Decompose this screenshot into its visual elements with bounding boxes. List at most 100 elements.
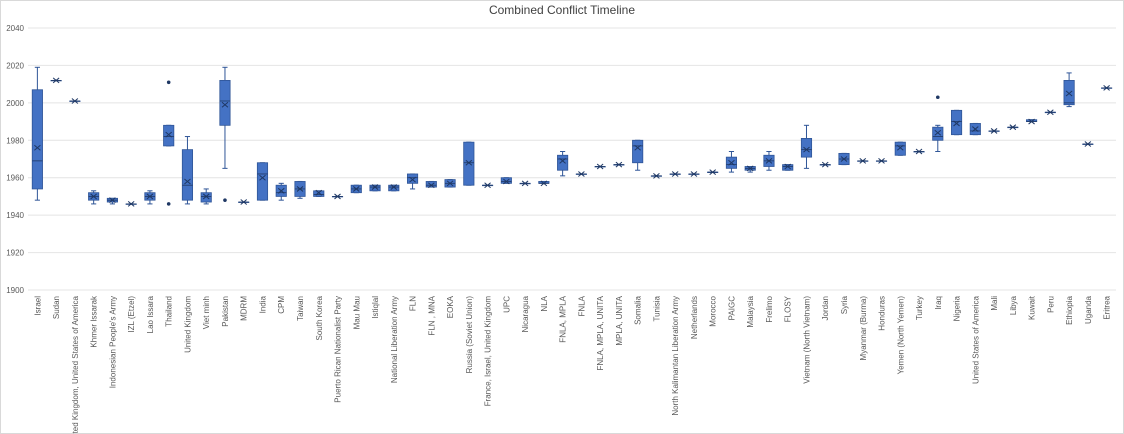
x-tick-label: Peru bbox=[1046, 296, 1055, 313]
mean-marker bbox=[146, 193, 154, 200]
box bbox=[313, 190, 325, 197]
y-tick-label: 1940 bbox=[6, 211, 24, 220]
mean-marker bbox=[728, 159, 735, 166]
box bbox=[500, 177, 512, 184]
x-tick-label: Russia (Soviet Union) bbox=[465, 296, 474, 374]
outlier bbox=[935, 95, 940, 100]
x-tick-label: MDRM bbox=[240, 296, 249, 321]
x-tick-label: Nicaragua bbox=[521, 295, 530, 332]
x-tick-label: MPLA, UNITA bbox=[615, 295, 624, 345]
mean-marker bbox=[465, 159, 473, 166]
mean-marker bbox=[521, 180, 529, 187]
box bbox=[557, 154, 569, 171]
y-tick-label: 1920 bbox=[6, 249, 24, 258]
mean-marker bbox=[746, 165, 754, 172]
mean-marker bbox=[34, 144, 41, 151]
mean-marker bbox=[390, 184, 398, 190]
x-tick-label: UPC bbox=[502, 296, 511, 313]
mean-marker bbox=[165, 131, 173, 138]
mean-marker bbox=[240, 199, 248, 205]
x-tick-label: IZL (Etzel) bbox=[127, 296, 136, 333]
mean-marker bbox=[184, 178, 191, 185]
x-tick-label: United Kingdom, United States of America bbox=[71, 295, 80, 434]
mean-marker bbox=[71, 98, 79, 104]
mean-marker bbox=[1103, 85, 1110, 91]
x-tick-label: Eritrea bbox=[1103, 295, 1112, 319]
x-tick-label: United States of America bbox=[971, 295, 980, 384]
mean-marker bbox=[934, 129, 942, 136]
x-tick-label: Malaysia bbox=[746, 295, 755, 327]
x-tick-label: Morocco bbox=[709, 295, 718, 326]
x-tick-label: Netherlands bbox=[690, 296, 699, 339]
x-tick-label: Lao Issara bbox=[146, 295, 155, 333]
x-tick-label: Frelimo bbox=[765, 295, 774, 322]
x-tick-label: Kuwait bbox=[1028, 295, 1037, 320]
mean-marker bbox=[503, 178, 510, 185]
mean-marker bbox=[277, 187, 285, 194]
box bbox=[632, 139, 644, 164]
x-tick-label: Pakistan bbox=[221, 296, 230, 327]
mean-marker bbox=[596, 163, 604, 170]
x-tick-label: Libya bbox=[1009, 295, 1018, 315]
mean-marker bbox=[296, 186, 304, 192]
mean-marker bbox=[109, 197, 116, 204]
box bbox=[425, 181, 437, 188]
x-tick-label: Puerto Rican Nationalist Party bbox=[334, 296, 343, 403]
mean-marker bbox=[990, 128, 998, 134]
box bbox=[181, 149, 194, 201]
mean-marker bbox=[821, 161, 829, 168]
y-tick-label: 1960 bbox=[6, 174, 24, 183]
mean-marker bbox=[709, 169, 717, 175]
x-tick-label: Nigeria bbox=[953, 295, 962, 321]
x-tick-label: India bbox=[258, 295, 267, 313]
box bbox=[31, 89, 43, 190]
y-tick-label: 1980 bbox=[6, 136, 24, 145]
x-tick-label: Sudan bbox=[52, 296, 61, 319]
mean-marker bbox=[90, 193, 97, 200]
mean-marker bbox=[896, 144, 904, 151]
mean-marker bbox=[315, 189, 323, 196]
x-tick-label: Ethiopia bbox=[1065, 295, 1074, 324]
mean-marker bbox=[221, 101, 229, 108]
x-tick-label: Somalia bbox=[634, 295, 643, 324]
x-tick-label: Turkey bbox=[915, 296, 924, 320]
mean-marker bbox=[371, 184, 379, 190]
outlier bbox=[166, 80, 171, 85]
mean-marker bbox=[484, 182, 491, 189]
x-tick-label: National Liberation Army bbox=[390, 296, 399, 383]
y-tick-label: 1900 bbox=[6, 286, 24, 295]
x-tick-label: CPM bbox=[277, 296, 286, 314]
box bbox=[894, 141, 906, 156]
x-tick-label: Taiwan bbox=[296, 296, 305, 321]
mean-marker bbox=[559, 157, 566, 164]
mean-marker bbox=[1047, 109, 1054, 116]
x-tick-label: Myanmar (Burma) bbox=[859, 296, 868, 361]
mean-marker bbox=[784, 163, 792, 170]
x-tick-label: United Kingdom bbox=[183, 296, 192, 353]
x-tick-label: Thailand bbox=[165, 296, 174, 327]
mean-marker bbox=[1028, 118, 1035, 125]
mean-marker bbox=[953, 120, 960, 127]
box bbox=[369, 184, 381, 192]
box bbox=[406, 173, 419, 184]
x-tick-label: South Korea bbox=[315, 295, 324, 340]
mean-marker bbox=[859, 157, 867, 164]
mean-marker bbox=[634, 144, 641, 151]
mean-marker bbox=[765, 157, 773, 164]
mean-marker bbox=[446, 180, 454, 187]
mean-marker bbox=[690, 171, 698, 177]
chart-title: Combined Conflict Timeline bbox=[489, 3, 635, 17]
mean-marker bbox=[540, 180, 548, 187]
mean-marker bbox=[671, 171, 679, 177]
x-tick-label: Viet minh bbox=[202, 296, 211, 329]
mean-marker bbox=[1009, 124, 1017, 131]
x-tick-label: North Kalimantan Liberation Army bbox=[671, 296, 680, 416]
x-tick-label: Yemen (North Yemen) bbox=[896, 296, 905, 375]
mean-marker bbox=[202, 193, 210, 200]
x-tick-label: Syria bbox=[840, 295, 849, 314]
x-tick-label: France, Israel, United Kingdom bbox=[484, 296, 493, 407]
mean-marker bbox=[127, 201, 135, 207]
x-tick-label: Uganda bbox=[1084, 295, 1093, 324]
